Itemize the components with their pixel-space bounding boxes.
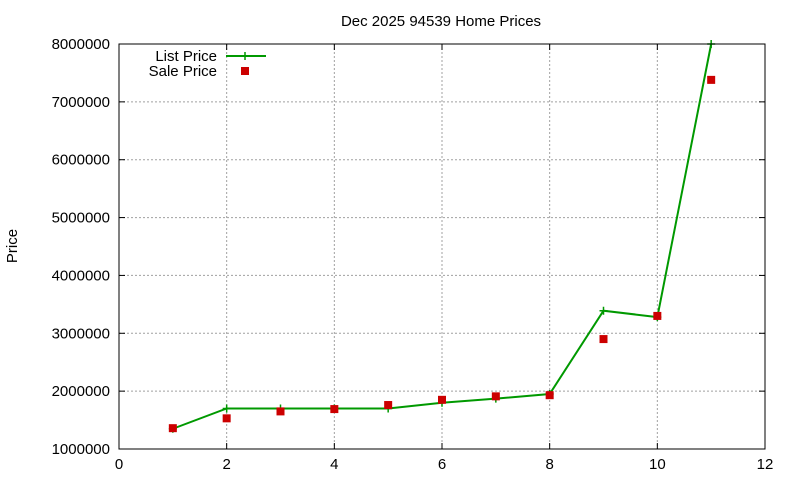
- chart-title: Dec 2025 94539 Home Prices: [341, 13, 541, 30]
- sale-price-point: [438, 395, 446, 404]
- legend-plus-marker: [241, 52, 249, 60]
- x-tick-label: 4: [330, 456, 338, 473]
- series: [168, 40, 716, 433]
- y-tick-label: 4000000: [52, 267, 110, 284]
- x-tick-label: 10: [649, 456, 666, 473]
- legend-label-sale-price: Sale Price: [149, 63, 217, 80]
- sale-price-point: [707, 75, 716, 84]
- sale-price-point: [330, 405, 339, 414]
- x-tick-label: 2: [222, 456, 230, 473]
- legend-square-marker: [241, 67, 249, 75]
- plot-frame: [118, 43, 766, 450]
- y-tick-label: 3000000: [52, 325, 110, 342]
- x-tick-label: 6: [438, 456, 446, 473]
- x-tick-label: 8: [545, 456, 553, 473]
- y-tick-label: 7000000: [52, 94, 110, 111]
- y-tick-label: 1000000: [52, 441, 110, 458]
- y-tick-label: 5000000: [52, 210, 110, 227]
- ticks: 0 2 4 6 8 10 12 1000000 2000000 3000000 4000000 500…: [52, 36, 774, 473]
- sale-price-point: [545, 391, 554, 400]
- sale-price-point: [491, 392, 500, 401]
- y-axis-label: Price: [4, 229, 21, 263]
- y-tick-label: 8000000: [52, 36, 110, 53]
- sale-price-point: [222, 414, 231, 423]
- sale-price-point: [276, 407, 285, 416]
- list-price-point: [222, 404, 231, 413]
- legend-label-list-price: List Price: [155, 48, 217, 65]
- y-tick-label: 6000000: [52, 152, 110, 169]
- legend: List Price Sale Price: [149, 48, 266, 80]
- sale-price-point: [599, 335, 608, 344]
- grid: [119, 44, 765, 449]
- sale-price-point: [384, 401, 393, 410]
- list-price-point: [599, 306, 608, 315]
- y-tick-label: 2000000: [52, 383, 110, 400]
- x-tick-label: 12: [757, 456, 774, 473]
- sale-price-point: [168, 424, 177, 433]
- x-tick-label: 0: [115, 456, 123, 473]
- sale-price-point: [653, 311, 662, 320]
